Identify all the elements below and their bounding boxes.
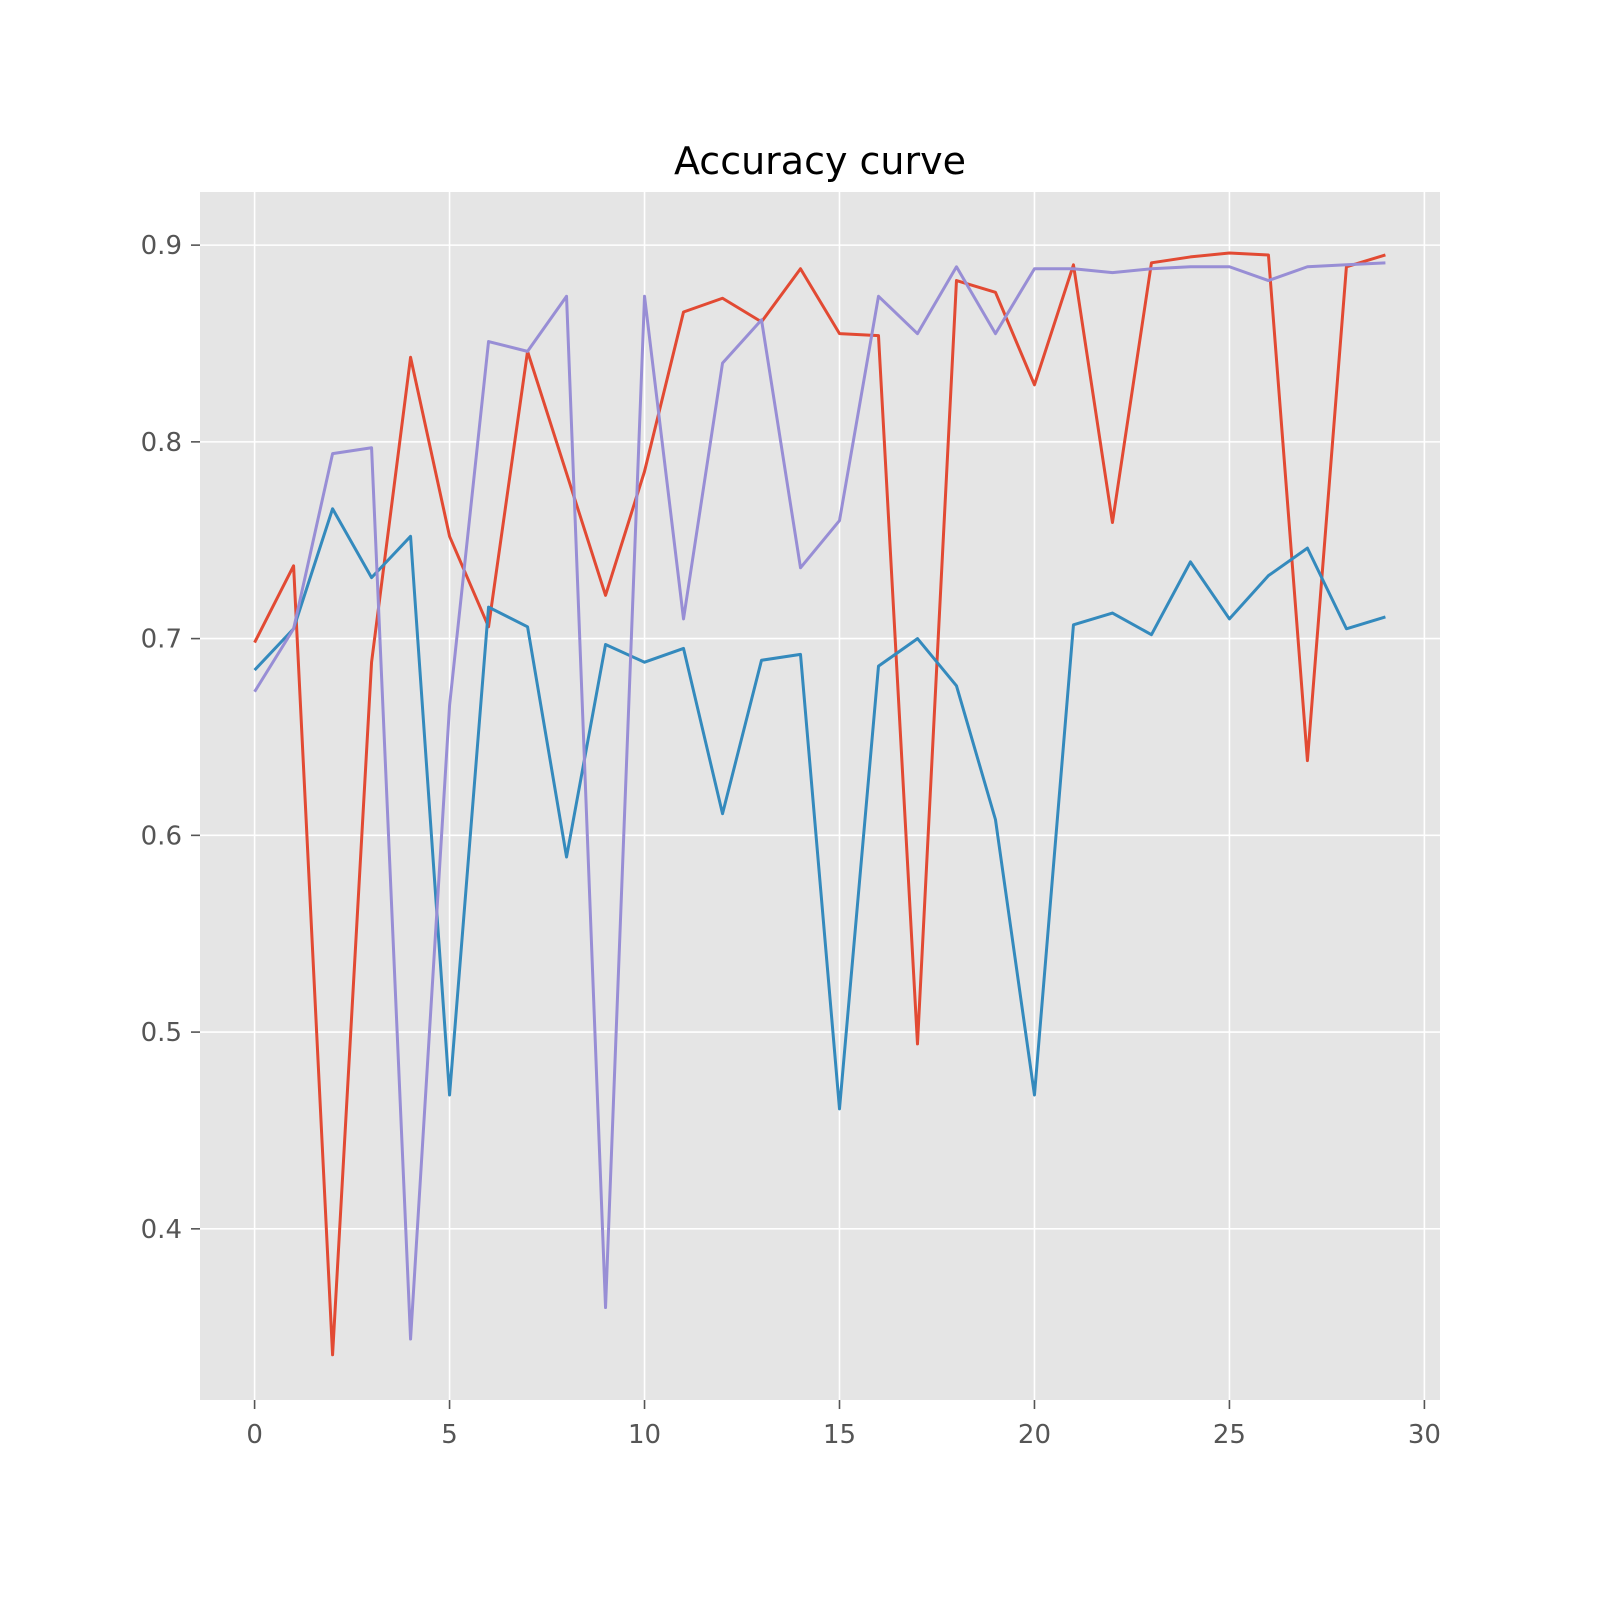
x-tick-label: 0 <box>246 1420 263 1450</box>
x-tick-label: 5 <box>441 1420 458 1450</box>
y-tick-label: 0.7 <box>141 625 182 655</box>
series-line-3 <box>253 261 1386 1341</box>
x-tick-label: 20 <box>1018 1420 1051 1450</box>
axis-ticks: 0 5 10 15 20 25 30 0.4 0.5 0.6 0.7 0.8 0.9 <box>141 231 1441 1450</box>
chart-title: Accuracy curve <box>674 139 966 183</box>
x-tick-label: 15 <box>823 1420 856 1450</box>
series-line-2 <box>253 507 1386 1111</box>
series-lines <box>253 251 1386 1357</box>
y-tick-label: 0.6 <box>141 821 182 851</box>
y-tick-label: 0.4 <box>141 1215 182 1245</box>
series-line-1 <box>253 251 1386 1357</box>
y-tick-label: 0.8 <box>141 428 182 458</box>
y-tick-label: 0.9 <box>141 231 182 261</box>
x-tick-label: 30 <box>1408 1420 1441 1450</box>
x-tick-label: 10 <box>628 1420 661 1450</box>
y-tick-label: 0.5 <box>141 1018 182 1048</box>
x-tick-label: 25 <box>1213 1420 1246 1450</box>
